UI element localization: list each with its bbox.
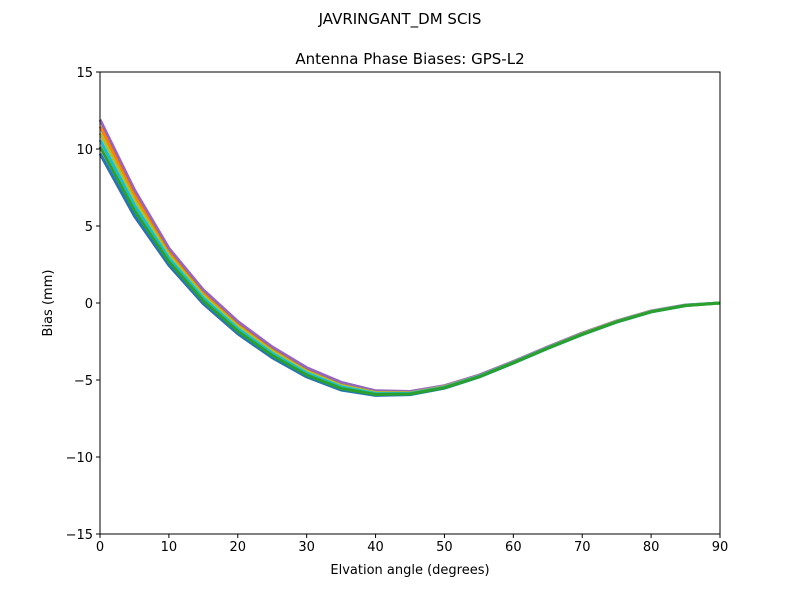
y-tick-label: 10 (76, 143, 93, 158)
series-line-s6 (98, 146, 721, 396)
x-tick-label: 0 (96, 540, 104, 555)
axes-frame (99, 71, 721, 535)
x-tick-label: 60 (505, 540, 522, 555)
series-line-s2 (98, 125, 721, 394)
x-tick-label: 90 (712, 540, 729, 555)
y-tick-label: −5 (74, 374, 93, 389)
chart-suptitle: JAVRINGANT_DM SCIS (318, 10, 482, 29)
chart-title: Antenna Phase Biases: GPS-L2 (295, 50, 524, 68)
series-line-s4 (98, 132, 721, 395)
x-tick-label: 40 (367, 540, 384, 555)
y-tick-label: 15 (76, 66, 93, 81)
series-line-s1 (98, 152, 721, 397)
y-tick-label: −15 (66, 528, 93, 543)
x-tick-label: 20 (230, 540, 247, 555)
x-tick-label: 50 (436, 540, 453, 555)
y-tick-label: −10 (66, 451, 93, 466)
x-tick-label: 80 (643, 540, 660, 555)
y-axis-label: Bias (mm) (41, 270, 56, 337)
x-tick-label: 30 (298, 540, 315, 555)
series-line-s5 (98, 139, 721, 396)
y-tick-label: 0 (85, 297, 93, 312)
y-tick-label: 5 (85, 220, 93, 235)
x-tick-label: 70 (574, 540, 591, 555)
series-line-s3 (98, 119, 721, 393)
x-axis-label: Elvation angle (degrees) (330, 563, 489, 578)
x-tick-label: 10 (161, 540, 178, 555)
